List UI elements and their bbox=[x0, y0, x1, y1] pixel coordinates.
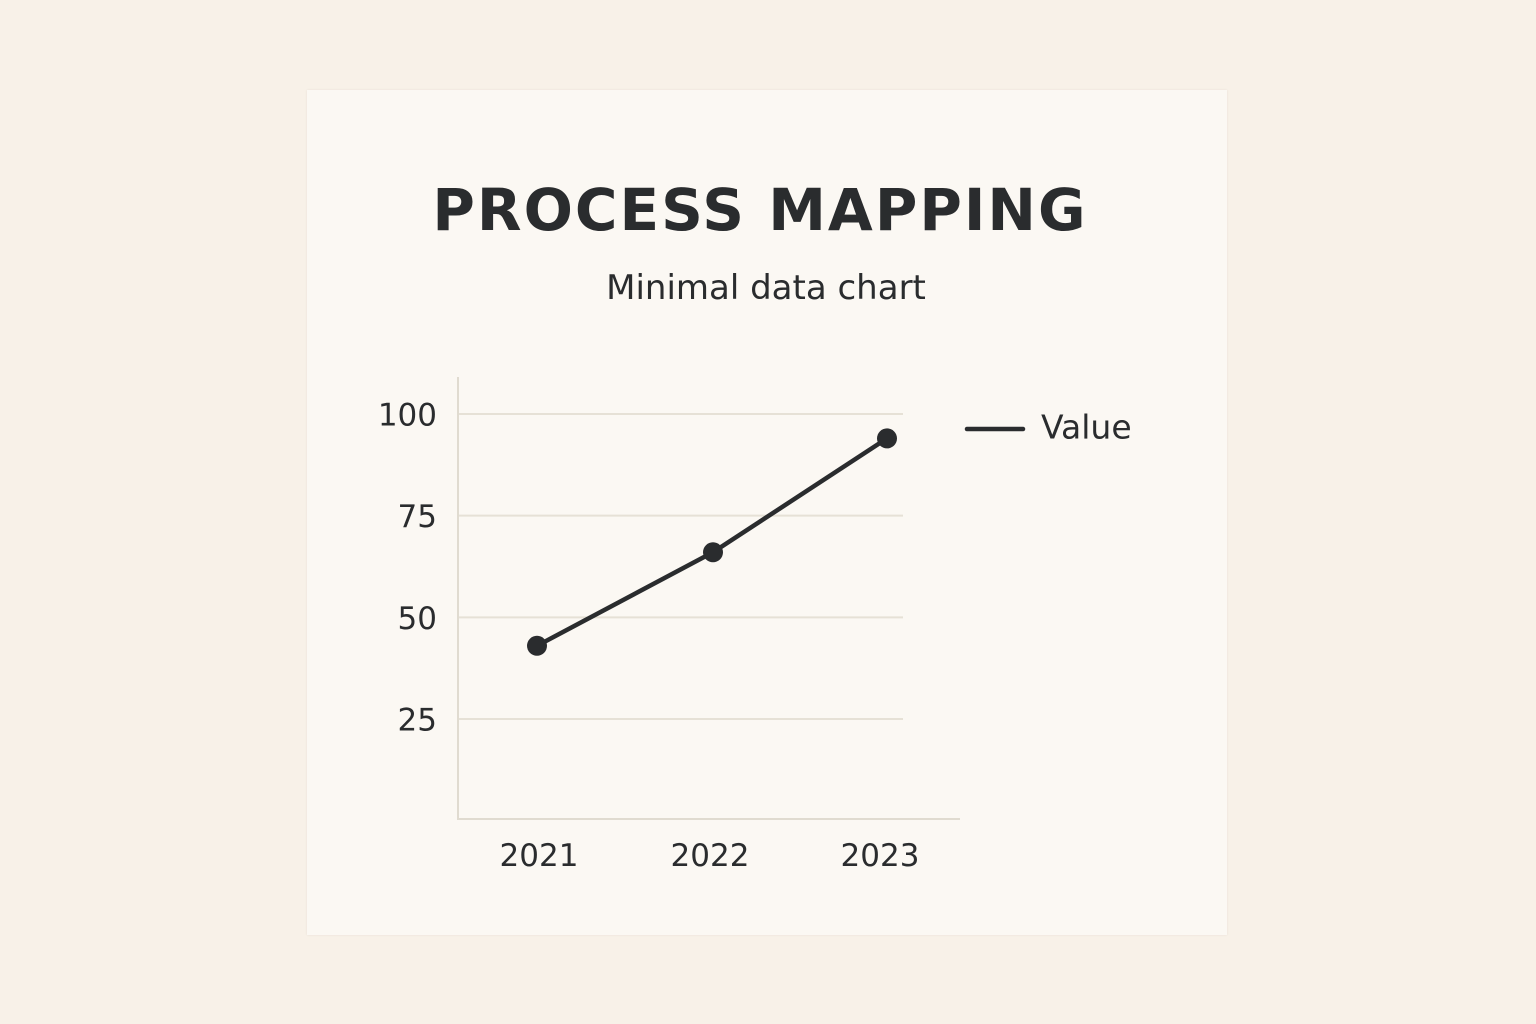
series-line bbox=[534, 436, 890, 649]
grid-lines bbox=[458, 413, 903, 720]
y-tick-label: 75 bbox=[398, 499, 437, 535]
x-tick-label: 2022 bbox=[671, 838, 750, 874]
x-tick-label: 2021 bbox=[500, 838, 579, 874]
x-tick-label: 2023 bbox=[841, 838, 920, 874]
data-point bbox=[527, 635, 547, 656]
legend-label: Value bbox=[1041, 408, 1132, 447]
data-point bbox=[877, 428, 897, 449]
x-tick-labels: 2021 2022 2023 bbox=[500, 838, 920, 874]
y-tick-label: 50 bbox=[398, 601, 437, 637]
y-tick-label: 25 bbox=[398, 703, 437, 739]
chart-card bbox=[307, 90, 1227, 935]
legend: Value bbox=[964, 408, 1132, 447]
chart-title: PROCESS MAPPING bbox=[432, 176, 1088, 244]
series bbox=[527, 428, 897, 656]
data-point bbox=[703, 542, 723, 563]
chart-subtitle: Minimal data chart bbox=[606, 268, 926, 308]
y-tick-labels: 25 50 75 100 bbox=[378, 398, 437, 739]
y-tick-label: 100 bbox=[378, 398, 437, 434]
